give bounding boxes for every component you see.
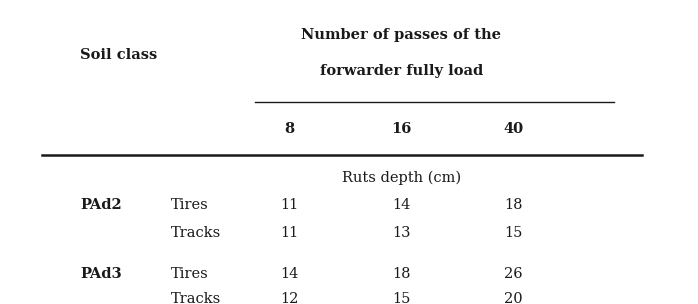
- Text: 20: 20: [504, 292, 522, 304]
- Text: 15: 15: [504, 226, 522, 240]
- Text: 18: 18: [392, 267, 410, 281]
- Text: 8: 8: [285, 122, 295, 136]
- Text: forwarder fully load: forwarder fully load: [320, 64, 483, 78]
- Text: 14: 14: [392, 198, 410, 212]
- Text: Tracks: Tracks: [171, 292, 221, 304]
- Text: Soil class: Soil class: [80, 48, 158, 62]
- Text: PAd3: PAd3: [80, 267, 122, 281]
- Text: 40: 40: [503, 122, 523, 136]
- Text: 15: 15: [392, 292, 410, 304]
- Text: Number of passes of the: Number of passes of the: [302, 28, 501, 42]
- Text: 18: 18: [504, 198, 522, 212]
- Text: 14: 14: [281, 267, 299, 281]
- Text: Tires: Tires: [171, 198, 209, 212]
- Text: PAd2: PAd2: [80, 198, 122, 212]
- Text: 11: 11: [281, 198, 299, 212]
- Text: 13: 13: [392, 226, 410, 240]
- Text: 16: 16: [391, 122, 412, 136]
- Text: 12: 12: [281, 292, 299, 304]
- Text: 11: 11: [281, 226, 299, 240]
- Text: Tracks: Tracks: [171, 226, 221, 240]
- Text: Ruts depth (cm): Ruts depth (cm): [342, 171, 461, 185]
- Text: Tires: Tires: [171, 267, 209, 281]
- Text: 26: 26: [504, 267, 522, 281]
